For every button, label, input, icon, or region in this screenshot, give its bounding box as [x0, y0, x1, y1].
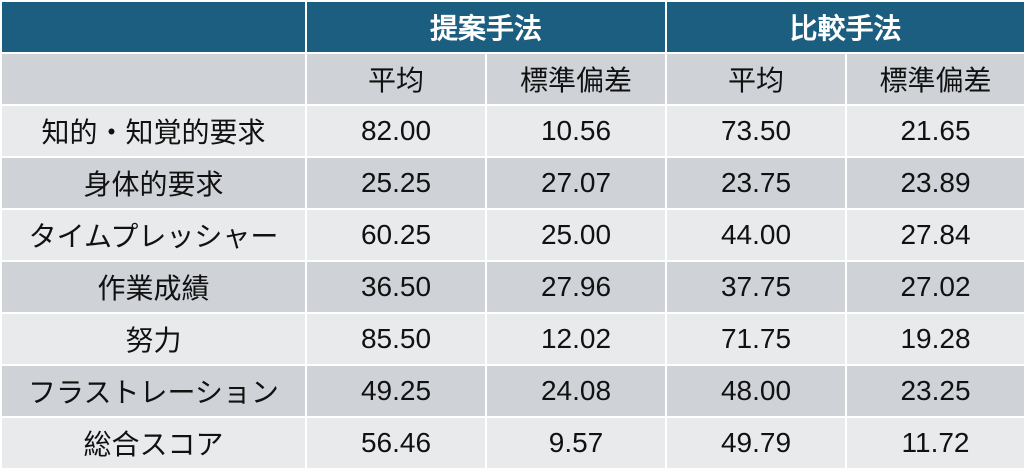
- table-row: 作業成績 36.50 27.96 37.75 27.02: [0, 260, 1024, 314]
- value-cell: 27.84: [845, 208, 1024, 262]
- value-cell: 10.56: [484, 104, 668, 158]
- value-cell: 27.96: [484, 260, 668, 314]
- value-cell: 71.75: [665, 312, 848, 366]
- subheader-sd: 標準偏差: [845, 52, 1024, 106]
- table-row: フラストレーション 49.25 24.08 48.00 23.25: [0, 364, 1024, 418]
- group-header-row: 提案手法 比較手法: [0, 0, 1024, 54]
- value-cell: 48.00: [665, 364, 848, 418]
- value-cell: 44.00: [665, 208, 848, 262]
- table-row: 知的・知覚的要求 82.00 10.56 73.50 21.65: [0, 104, 1024, 158]
- value-cell: 49.25: [305, 364, 487, 418]
- row-label: 総合スコア: [0, 416, 307, 470]
- group-header-proposed: 提案手法: [304, 0, 668, 54]
- value-cell: 36.50: [305, 260, 487, 314]
- table-row: タイムプレッシャー 60.25 25.00 44.00 27.84: [0, 208, 1024, 262]
- value-cell: 27.02: [845, 260, 1024, 314]
- value-cell: 21.65: [845, 104, 1024, 158]
- subheader-sd: 標準偏差: [484, 52, 668, 106]
- value-cell: 11.72: [845, 416, 1024, 470]
- subheader-empty: [0, 52, 307, 106]
- value-cell: 56.46: [305, 416, 487, 470]
- row-label: 知的・知覚的要求: [0, 104, 307, 158]
- table-row: 努力 85.50 12.02 71.75 19.28: [0, 312, 1024, 366]
- value-cell: 85.50: [305, 312, 487, 366]
- value-cell: 49.79: [665, 416, 848, 470]
- subheader-mean: 平均: [665, 52, 848, 106]
- value-cell: 25.00: [484, 208, 668, 262]
- row-label: 作業成績: [0, 260, 307, 314]
- group-header-baseline: 比較手法: [665, 0, 1024, 54]
- value-cell: 25.25: [305, 156, 487, 210]
- corner-cell: [0, 0, 307, 54]
- row-label: フラストレーション: [0, 364, 307, 418]
- value-cell: 19.28: [845, 312, 1024, 366]
- value-cell: 23.25: [845, 364, 1024, 418]
- value-cell: 37.75: [665, 260, 848, 314]
- subheader-row: 平均 標準偏差 平均 標準偏差: [0, 52, 1024, 106]
- table-row: 総合スコア 56.46 9.57 49.79 11.72: [0, 416, 1024, 470]
- value-cell: 9.57: [484, 416, 668, 470]
- row-label: 身体的要求: [0, 156, 307, 210]
- value-cell: 24.08: [484, 364, 668, 418]
- value-cell: 23.89: [845, 156, 1024, 210]
- value-cell: 23.75: [665, 156, 848, 210]
- row-label: 努力: [0, 312, 307, 366]
- subheader-mean: 平均: [305, 52, 487, 106]
- row-label: タイムプレッシャー: [0, 208, 307, 262]
- value-cell: 60.25: [305, 208, 487, 262]
- value-cell: 82.00: [305, 104, 487, 158]
- value-cell: 27.07: [484, 156, 668, 210]
- table-row: 身体的要求 25.25 27.07 23.75 23.89: [0, 156, 1024, 210]
- value-cell: 73.50: [665, 104, 848, 158]
- value-cell: 12.02: [484, 312, 668, 366]
